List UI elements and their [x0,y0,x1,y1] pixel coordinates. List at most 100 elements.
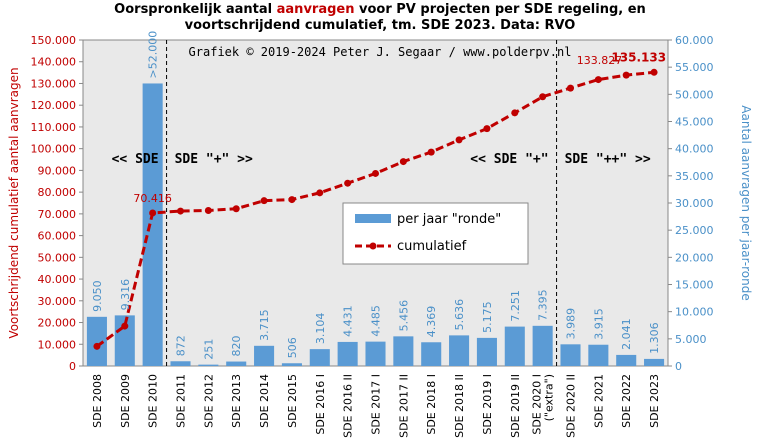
left-tick-label: 60.000 [38,230,77,243]
left-tick-label: 40.000 [38,273,77,286]
chart-title: Oorspronkelijk aantal aanvragen voor PV … [114,2,646,17]
cumulative-point [399,158,407,166]
x-category-label: SDE 2016 II [342,374,355,438]
chart-title-line2: voortschrijdend cumulatief, tm. SDE 2023… [185,18,576,33]
legend-line-marker [369,242,377,250]
right-tick-label: 5.000 [675,333,707,346]
bar [170,361,191,366]
cumulative-point [372,169,379,177]
bar-value-label: 4.431 [342,305,355,337]
x-category-label: SDE 2013 [230,374,243,428]
legend-box [342,202,529,265]
credit-text: Grafiek © 2019-2024 Peter J. Segaar / ww… [189,45,572,59]
bar [616,354,637,366]
left-tick-label: 50.000 [38,251,77,264]
bar [504,326,525,366]
bar-value-label: 3.989 [565,308,578,340]
bar-value-label: 3.915 [592,308,605,340]
bar-value-labels: 9.050 9.316 >52.000 872 251 820 3.715 506 3.104 4… [91,31,661,360]
cumulative-point [93,342,101,350]
era-label: << SDE "+" [470,152,548,167]
bar-series [86,83,665,366]
right-tick-label: 35.000 [675,170,714,183]
x-category-label: SDE 2020 II [565,374,578,438]
bar-value-label: 5.636 [453,299,466,331]
cumulative-series [93,68,658,350]
cumulative-point [567,84,574,92]
bar-value-label: 9.050 [91,280,104,312]
bar-value-label: 2.041 [620,318,633,350]
bar-value-label: 506 [286,337,299,358]
bar [532,325,553,366]
cumulative-point [149,209,157,217]
bar-value-label: 4.369 [425,306,438,338]
cumulative-point [232,205,240,213]
era-dividers [166,40,558,366]
era-label: SDE "++" >> [565,152,651,167]
left-axis-label: Voortschrijdend cumulatief aantal aanvra… [7,67,21,338]
cumulative-point-label: 133.827 [577,54,623,67]
bar [560,344,581,366]
left-tick-label: 70.000 [38,208,77,221]
left-tick-label: 110.000 [31,121,77,134]
cumulative-point-label: 70.416 [133,192,172,205]
bar [226,361,247,366]
right-tick-label: 40.000 [675,143,714,156]
era-label: << SDE [112,152,159,167]
x-category-label: SDE 2021 [592,374,605,428]
bar [393,336,414,366]
bar [86,316,107,366]
cumulative-point [177,207,184,215]
bar [588,344,609,366]
left-axis-ticks: 0 10.000 20.000 30.000 40.000 50.000 60.000 70.… [31,34,83,373]
left-tick-label: 30.000 [38,295,77,308]
cumulative-point [316,189,324,197]
x-axis-category-labels: SDE 2008 SDE 2009 SDE 2010 SDE 2011 SDE 2012… [91,374,661,438]
bar-value-label: 4.485 [370,305,383,337]
bar-value-label: 3.715 [258,309,271,341]
left-tick-label: 150.000 [31,34,77,47]
bar [337,341,358,366]
era-label: SDE "+" >> [175,152,253,167]
bar-value-label: 872 [175,335,188,356]
x-category-label: SDE 2023 [648,374,661,428]
cumulative-point [483,125,491,133]
right-tick-label: 45.000 [675,116,714,129]
cumulative-point [260,197,268,205]
bar [198,364,219,366]
bar [476,337,497,366]
cumulative-point [511,109,519,117]
cumulative-point-label: 135.133 [611,50,666,64]
right-axis-label: Aantal aanvragen per jaar-ronde [739,105,753,300]
x-category-label: SDE 2017 I [370,374,383,435]
right-tick-label: 20.000 [675,251,714,264]
x-category-label: SDE 2014 [258,374,271,428]
chart-title-part: voor PV projecten per SDE regeling, en [354,2,645,17]
x-category-label: SDE 2016 I [314,374,327,435]
cumulative-point [204,207,212,215]
left-tick-label: 10.000 [38,338,77,351]
x-category-label: SDE 2019 II [509,374,522,438]
x-category-label: SDE 2020 I [531,374,544,435]
bar-value-label: 251 [202,339,215,360]
bar-value-label: 9.316 [119,279,132,311]
cumulative-point [344,179,352,187]
bar-value-label: 5.175 [481,301,494,333]
bar [449,335,470,366]
x-category-label: SDE 2018 I [425,374,438,435]
right-tick-label: 50.000 [675,88,714,101]
bar [421,342,442,366]
bar [142,83,163,366]
right-tick-label: 10.000 [675,306,714,319]
left-tick-label: 100.000 [31,143,77,156]
bar-value-label: 3.104 [314,313,327,345]
cumulative-point [622,71,630,79]
right-tick-label: 30.000 [675,197,714,210]
cumulative-point [650,68,658,76]
x-category-label: SDE 2011 [175,374,188,428]
legend-line-label: cumulatief [397,239,467,254]
x-category-label: SDE 2018 II [453,374,466,438]
x-category-label: SDE 2019 I [481,374,494,435]
